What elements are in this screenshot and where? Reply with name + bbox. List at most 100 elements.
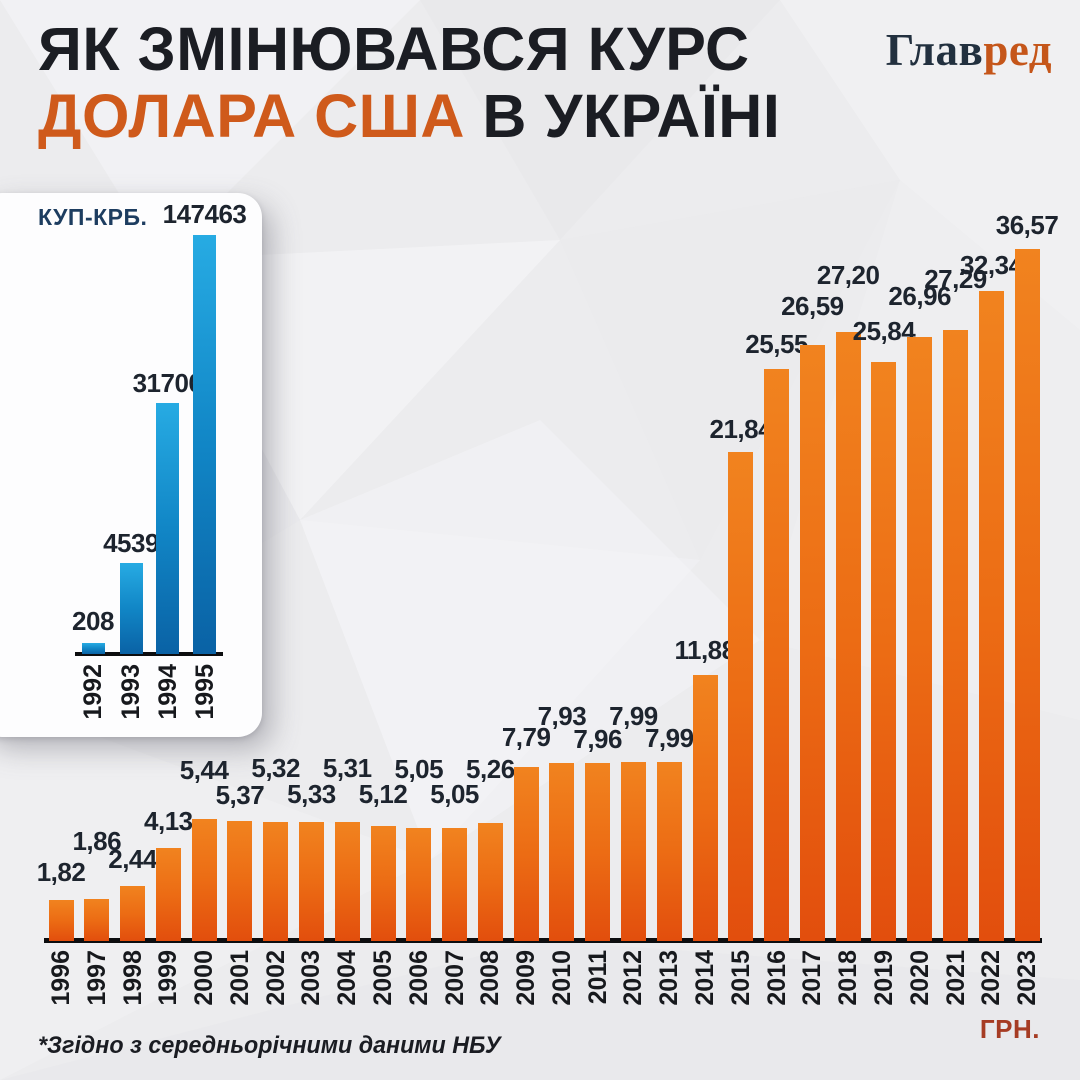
bar-year-label: 1996 [47, 950, 75, 1006]
bar-1996 [48, 900, 74, 941]
bar-value-label: 7,99 [609, 701, 658, 731]
main-unit-label: ГРН. [979, 1014, 1040, 1044]
inset-bar-1994 [156, 403, 179, 654]
bar-year-label: 2011 [583, 950, 612, 1005]
inset-bar-year-label: 1994 [153, 664, 182, 720]
bar-value-label: 27,29 [924, 264, 987, 294]
bar-2018 [835, 332, 861, 941]
bar-value-label: 26,96 [888, 281, 951, 311]
bar-2022 [978, 291, 1004, 941]
bar-2005 [370, 826, 396, 941]
bar-year-label: 2012 [619, 950, 648, 1006]
bar-2007 [442, 828, 468, 941]
bar-value-label: 7,99 [644, 723, 694, 753]
bar-value-label: 5,37 [215, 780, 265, 810]
inset-bar-value-label: 208 [72, 606, 114, 636]
bar-value-label: 2,44 [108, 844, 157, 874]
bar-year-label: 2018 [834, 950, 863, 1006]
bar-year-label: 1999 [154, 950, 183, 1006]
bar-year-label: 1998 [118, 950, 147, 1006]
bar-2006 [406, 828, 432, 941]
bar-2012 [620, 762, 646, 941]
bar-2017 [799, 345, 825, 941]
bar-year-label: 2001 [225, 950, 254, 1006]
bar-value-label: 11,88 [674, 635, 736, 665]
source-footnote: *Згідно з середньорічними даними НБУ [38, 1032, 501, 1059]
bar-year-label: 2022 [977, 950, 1006, 1006]
inset-bar-year-label: 1993 [117, 664, 145, 720]
bar-year-label: 2013 [655, 950, 684, 1006]
inset-bar-1995 [193, 235, 216, 654]
bar-year-label: 2020 [905, 950, 934, 1006]
bar-year-label: 2003 [297, 950, 326, 1006]
bar-value-label: 36,57 [995, 210, 1059, 240]
bar-2001 [227, 821, 253, 941]
bar-year-label: 2004 [333, 950, 362, 1006]
bar-2000 [191, 819, 217, 941]
bar-value-label: 32,34 [959, 250, 1023, 280]
bar-value-label: 21,84 [709, 414, 773, 444]
bar-2010 [549, 763, 575, 941]
bar-value-label: 1,82 [36, 857, 86, 887]
bar-year-label: 2016 [762, 950, 791, 1006]
title-line-2-accent: ДОЛАРА США [38, 82, 465, 150]
bar-value-label: 25,84 [852, 316, 916, 346]
bar-value-label: 4,13 [144, 806, 193, 836]
bar-year-label: 2015 [726, 950, 755, 1006]
bar-year-label: 2019 [869, 950, 898, 1006]
main-x-axis [44, 938, 1042, 943]
title-line-1: ЯК ЗМІНЮВАВСЯ КУРС [38, 15, 750, 83]
bar-2014 [692, 675, 718, 941]
bar-year-label: 2002 [261, 950, 290, 1006]
bar-value-label: 26,59 [781, 291, 844, 321]
bar-2009 [513, 767, 539, 941]
bar-2016 [764, 369, 790, 941]
inset-bar-value-label: 147463 [162, 199, 247, 229]
bar-value-label: 5,05 [430, 779, 479, 809]
bar-year-label: 2009 [512, 950, 541, 1006]
inset-bar-value-label: 31700 [132, 368, 203, 398]
bar-1997 [84, 899, 110, 941]
bar-2013 [656, 762, 682, 941]
bar-2003 [298, 822, 324, 941]
title-line-2-rest: В УКРАЇНІ [464, 82, 781, 150]
bar-value-label: 7,93 [537, 701, 587, 731]
bar-year-label: 2006 [404, 950, 433, 1006]
bar-2004 [334, 822, 360, 941]
title-line-2: ДОЛАРА США В УКРАЇНІ [38, 83, 780, 150]
bar-year-label: 2000 [190, 950, 219, 1006]
bar-year-label: 2017 [798, 950, 827, 1006]
glavred-logo: Главред [886, 24, 1052, 76]
bar-1999 [155, 848, 181, 941]
bar-value-label: 5,32 [251, 753, 300, 783]
bar-2020 [907, 337, 933, 941]
bar-2019 [871, 362, 897, 941]
bar-2023 [1014, 249, 1040, 941]
inset-bar-1993 [119, 563, 143, 654]
bar-year-label: 2014 [691, 950, 720, 1006]
bar-1998 [120, 886, 146, 941]
bar-2021 [943, 330, 968, 941]
inset-bar-value-label: 4539 [103, 528, 159, 558]
bar-value-label: 7,96 [573, 724, 622, 754]
bar-value-label: 5,31 [322, 753, 372, 783]
bar-2002 [263, 822, 289, 941]
inset-bar-year-label: 1995 [190, 664, 219, 720]
bar-value-label: 25,55 [745, 329, 808, 359]
bar-year-label: 2005 [369, 950, 398, 1006]
bar-value-label: 5,05 [394, 754, 444, 784]
bar-value-label: 5,44 [179, 755, 229, 785]
bar-year-label: 2021 [941, 950, 970, 1006]
inset-bar-1992 [81, 643, 105, 654]
bar-value-label: 5,33 [287, 779, 336, 809]
bar-value-label: 27,20 [816, 260, 880, 290]
logo-accent-part: ред [983, 25, 1052, 75]
inset-bar-year-label: 1992 [79, 664, 107, 720]
bar-year-label: 2007 [440, 950, 469, 1006]
bar-value-label: 5,12 [358, 779, 408, 809]
bar-value-label: 7,79 [501, 722, 551, 752]
bar-value-label: 1,86 [72, 826, 122, 856]
page-title: ЯК ЗМІНЮВАВСЯ КУРС ДОЛАРА США В УКРАЇНІ [38, 16, 780, 150]
bar-year-label: 2010 [547, 950, 576, 1006]
